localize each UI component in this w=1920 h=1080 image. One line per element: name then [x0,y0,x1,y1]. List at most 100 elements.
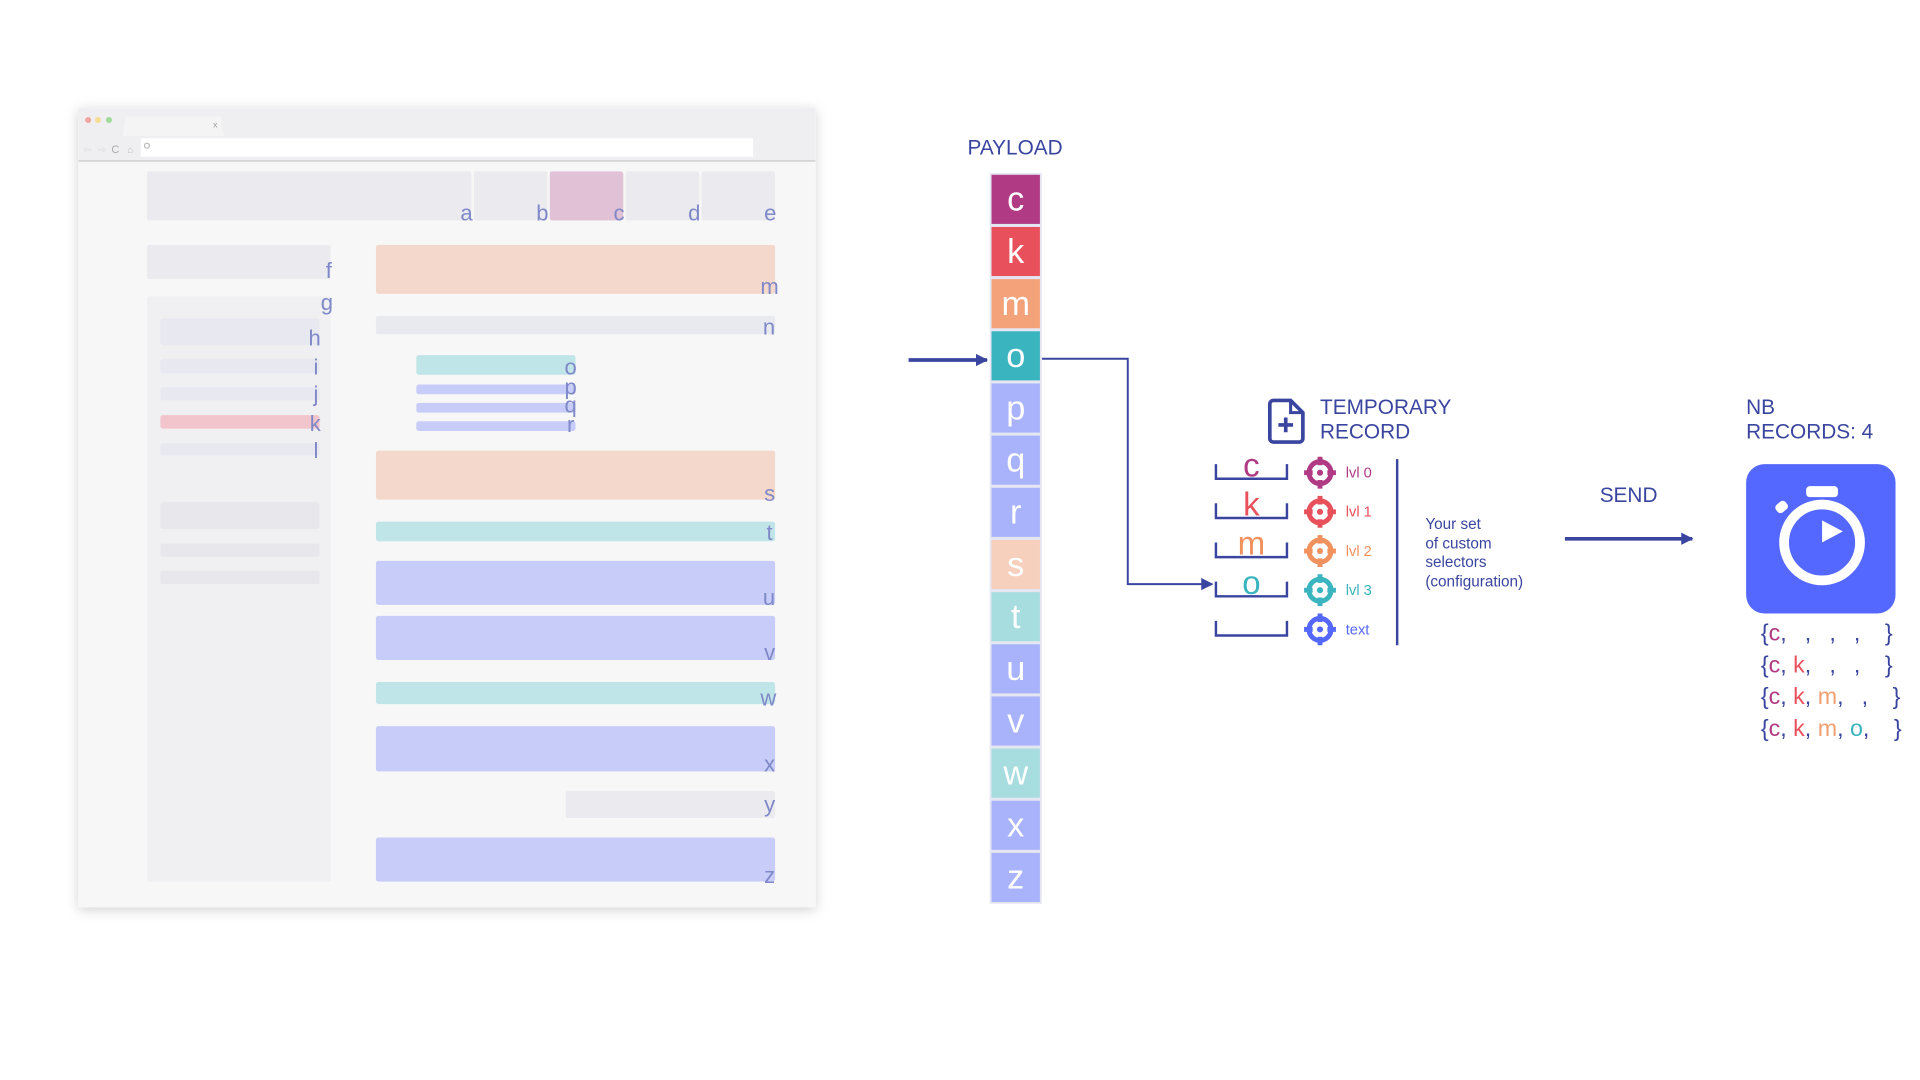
label-j: j [312,382,318,407]
search-icon [143,142,151,149]
record-value: m [1818,715,1837,741]
mock-block-u [375,560,776,605]
slot-level: text [1346,622,1370,638]
record-line: {c, k, m, , } [1761,683,1901,709]
label-y: y [764,792,775,817]
label-u: u [763,585,775,610]
label-b: b [536,200,548,225]
slot-bracket [1214,464,1289,481]
mock-block-p [416,384,576,395]
payload-item: s [989,538,1042,591]
payload-item: u [989,642,1042,696]
payload-cell [989,381,1042,435]
crosshair-icon [1304,495,1336,528]
label-q: q [564,393,576,418]
close-dot [85,116,92,124]
label-x: x [764,751,775,776]
mock-block-d [625,171,700,221]
temp-record-title-2: RECORD [1320,420,1410,443]
config-note-2: of custom [1425,536,1491,553]
payload-letter: o [1006,337,1025,375]
minimize-dot [94,116,102,124]
payload-cell [989,590,1042,644]
record-value: c [1769,651,1781,677]
payload-item: x [989,798,1042,852]
payload-cell [989,798,1042,852]
slot-bracket [1214,581,1289,598]
record-value: k [1793,715,1805,741]
connector-arrow [1042,357,1214,591]
slot-bracket [1214,620,1289,637]
slot-value: m [1238,526,1266,563]
record-value [1867,651,1879,677]
record-value: k [1793,651,1805,677]
record-slot: m lvl 2 [1214,526,1372,567]
record-value [1818,619,1830,645]
address-bar [140,138,754,157]
label-i: i [313,355,318,380]
payload-letter: p [1006,389,1025,427]
payload-cell [989,642,1042,696]
payload-item: w [989,746,1042,800]
crosshair-icon [1304,613,1336,646]
record-value: k [1793,683,1805,709]
crosshair-icon [1304,574,1336,607]
payload-letter: c [1007,181,1024,219]
label-s: s [764,481,775,506]
record-slot: c lvl 0 [1214,447,1372,489]
mock-block-f [146,244,331,280]
back-icon: ⇦ [83,145,91,156]
send-label: SEND [1600,484,1658,507]
records-title: NB [1746,396,1775,419]
mock-block-s [375,450,776,500]
payload-letter: m [1001,285,1030,323]
payload-cell [989,485,1042,539]
payload-cell [989,172,1042,226]
payload-cell [989,746,1042,800]
reload-icon: C [111,144,119,156]
mock-block-m [375,244,776,294]
payload-letter: t [1011,598,1021,636]
payload-letter: z [1007,859,1024,897]
payload-cell [989,433,1042,487]
payload-cell [989,277,1042,331]
label-k: k [310,411,322,436]
record-slot: o lvl 3 [1214,565,1372,607]
payload-item: t [989,590,1042,644]
slot-value: k [1243,487,1260,524]
mock-block-w [375,682,776,705]
forward-icon: ⇨ [98,145,106,156]
label-g: g [321,290,333,315]
record-value: c [1769,715,1781,741]
label-f: f [326,258,333,283]
browser-mockup: x ⇦ ⇨ C ⌂ a b c d e f g h i j k l [78,107,816,908]
file-plus-icon [1267,398,1305,444]
payload-letter: u [1006,650,1025,688]
mock-block-c [549,171,624,221]
crosshair-icon [1304,456,1336,489]
mock-block-o [416,355,576,375]
payload-title: PAYLOAD [968,136,1063,159]
record-value: o [1850,715,1863,741]
record-slots: c lvl 0 k lvl 1 m lvl 2 o lvl 3 text [1214,447,1372,646]
label-h: h [309,325,321,350]
label-l: l [313,438,318,463]
config-note-1: Your set [1425,516,1481,533]
mock-block-h [160,318,320,346]
mock-block-e [701,171,776,221]
records-count: RECORDS: 4 [1746,420,1873,443]
payload-letter: s [1007,546,1024,584]
tab-close-icon: x [213,119,218,129]
payload-letter: x [1007,807,1024,845]
label-p: p [564,374,576,399]
mock-block-j [160,386,320,401]
payload-cell [989,225,1042,278]
mock-block-l [160,443,320,456]
payload-item: r [989,485,1042,539]
record-line: {c, k, m, o, } [1761,715,1902,741]
payload-letter: w [1002,754,1028,792]
label-n: n [763,314,775,339]
mock-block-q [416,402,576,413]
